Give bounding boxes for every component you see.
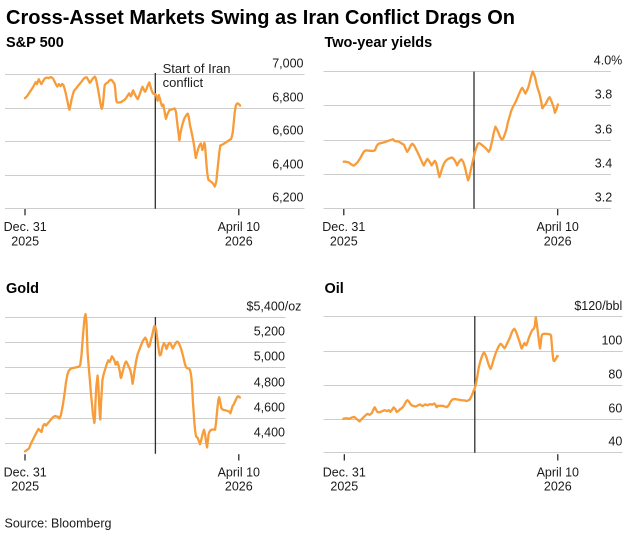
- svg-text:80: 80: [608, 368, 622, 382]
- svg-text:4.0%: 4.0%: [594, 54, 623, 68]
- svg-text:Dec. 31: Dec. 31: [322, 220, 365, 234]
- svg-text:Dec. 31: Dec. 31: [323, 465, 366, 479]
- svg-text:5,200: 5,200: [254, 325, 285, 339]
- svg-text:Dec. 31: Dec. 31: [4, 465, 47, 479]
- svg-text:40: 40: [608, 435, 622, 449]
- svg-text:5,000: 5,000: [254, 350, 285, 364]
- svg-text:Start of Iran: Start of Iran: [163, 61, 231, 76]
- svg-text:April 10: April 10: [218, 465, 260, 479]
- svg-text:Oil: Oil: [325, 281, 344, 297]
- svg-text:4,600: 4,600: [254, 401, 285, 415]
- svg-text:2025: 2025: [330, 480, 358, 494]
- svg-text:6,400: 6,400: [272, 158, 303, 172]
- svg-text:3.6: 3.6: [595, 123, 612, 137]
- svg-text:3.8: 3.8: [595, 88, 612, 102]
- svg-text:$5,400/oz: $5,400/oz: [247, 300, 302, 314]
- svg-text:Gold: Gold: [6, 281, 39, 297]
- svg-text:60: 60: [608, 402, 622, 416]
- svg-text:S&P 500: S&P 500: [6, 35, 64, 51]
- svg-text:100: 100: [601, 334, 622, 348]
- svg-text:Dec. 31: Dec. 31: [4, 220, 47, 234]
- svg-text:April 10: April 10: [537, 465, 579, 479]
- svg-text:April 10: April 10: [537, 220, 579, 234]
- svg-text:6,800: 6,800: [272, 91, 303, 105]
- svg-text:2026: 2026: [544, 234, 572, 248]
- svg-text:Source: Bloomberg: Source: Bloomberg: [5, 517, 112, 531]
- svg-text:Cross-Asset Markets Swing as I: Cross-Asset Markets Swing as Iran Confli…: [6, 7, 515, 29]
- svg-text:7,000: 7,000: [272, 57, 303, 71]
- svg-text:April 10: April 10: [218, 220, 260, 234]
- svg-text:2026: 2026: [225, 480, 253, 494]
- svg-text:2025: 2025: [11, 234, 39, 248]
- svg-text:$120/bbl: $120/bbl: [574, 299, 622, 313]
- svg-text:2025: 2025: [11, 480, 39, 494]
- svg-text:2026: 2026: [225, 234, 253, 248]
- svg-text:3.4: 3.4: [595, 157, 612, 171]
- svg-text:conflict: conflict: [163, 75, 204, 90]
- svg-text:4,800: 4,800: [254, 376, 285, 390]
- svg-text:6,600: 6,600: [272, 124, 303, 138]
- svg-text:Two-year yields: Two-year yields: [325, 35, 433, 51]
- svg-text:2025: 2025: [330, 234, 358, 248]
- svg-text:3.2: 3.2: [595, 191, 612, 205]
- svg-text:4,400: 4,400: [254, 426, 285, 440]
- svg-text:2026: 2026: [544, 480, 572, 494]
- svg-text:6,200: 6,200: [272, 191, 303, 205]
